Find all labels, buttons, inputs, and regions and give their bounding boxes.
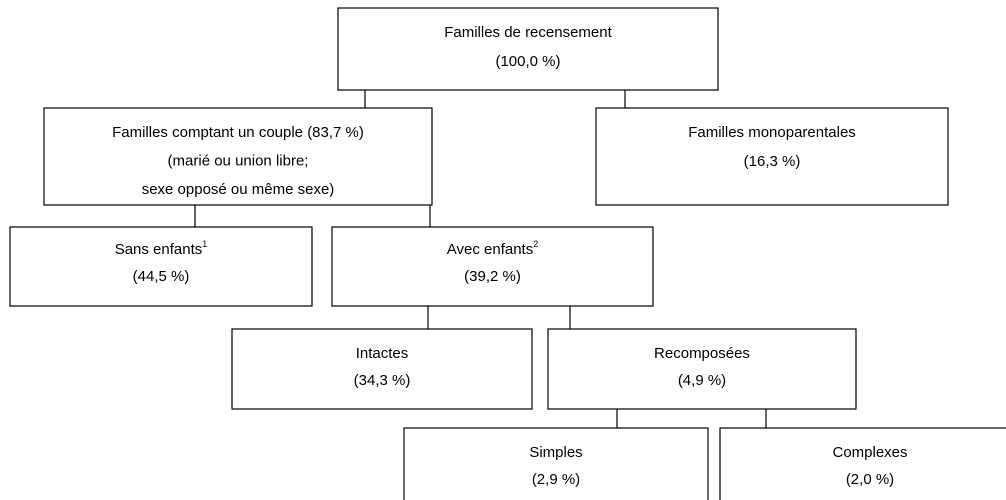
- node-label: Familles de recensement: [444, 24, 612, 41]
- node-box: [331, 226, 654, 307]
- node-label: Avec enfants2: [447, 239, 538, 258]
- node: Simples (2,9 %): [403, 427, 709, 500]
- node: Familles comptant un couple (83,7 %) (mar…: [43, 107, 433, 206]
- node-label: (2,9 %): [532, 471, 580, 488]
- node-label: (4,9 %): [678, 372, 726, 389]
- node-box: [231, 328, 533, 410]
- node-box: [595, 107, 949, 206]
- node-label: (marié ou union libre;: [168, 152, 309, 169]
- node: Intactes (34,3 %): [231, 328, 533, 410]
- node: Avec enfants2 (39,2 %): [331, 226, 654, 307]
- node-label: (44,5 %): [133, 268, 190, 285]
- footnote-ref: 2: [533, 239, 538, 249]
- node-box: [403, 427, 709, 500]
- node-box: [9, 226, 313, 307]
- node: Familles monoparentales (16,3 %): [595, 107, 949, 206]
- node-label: Intactes: [356, 345, 409, 362]
- node: Familles de recensement (100,0 %): [337, 7, 719, 91]
- node-label: Sans enfants1: [115, 239, 208, 258]
- node-label: (39,2 %): [464, 268, 521, 285]
- node-label: sexe opposé ou même sexe): [142, 181, 335, 198]
- node: Recomposées (4,9 %): [547, 328, 857, 410]
- node-label: (100,0 %): [495, 53, 560, 70]
- node-label: Familles monoparentales: [688, 124, 856, 141]
- footnote-ref: 1: [202, 239, 207, 249]
- node-label: Recomposées: [654, 345, 750, 362]
- node-box: [547, 328, 857, 410]
- node-box: [337, 7, 719, 91]
- node-label: (2,0 %): [846, 471, 894, 488]
- node: Complexes (2,0 %): [719, 427, 1006, 500]
- node-label: Simples: [529, 444, 582, 461]
- node-label: (16,3 %): [744, 153, 801, 170]
- node-box: [719, 427, 1006, 500]
- connectors: [194, 90, 767, 428]
- node-label: Familles comptant un couple (83,7 %): [112, 124, 364, 141]
- node-label: (34,3 %): [354, 372, 411, 389]
- node: Sans enfants1 (44,5 %): [9, 226, 313, 307]
- node-box: [43, 107, 433, 206]
- node-label: Complexes: [832, 444, 907, 461]
